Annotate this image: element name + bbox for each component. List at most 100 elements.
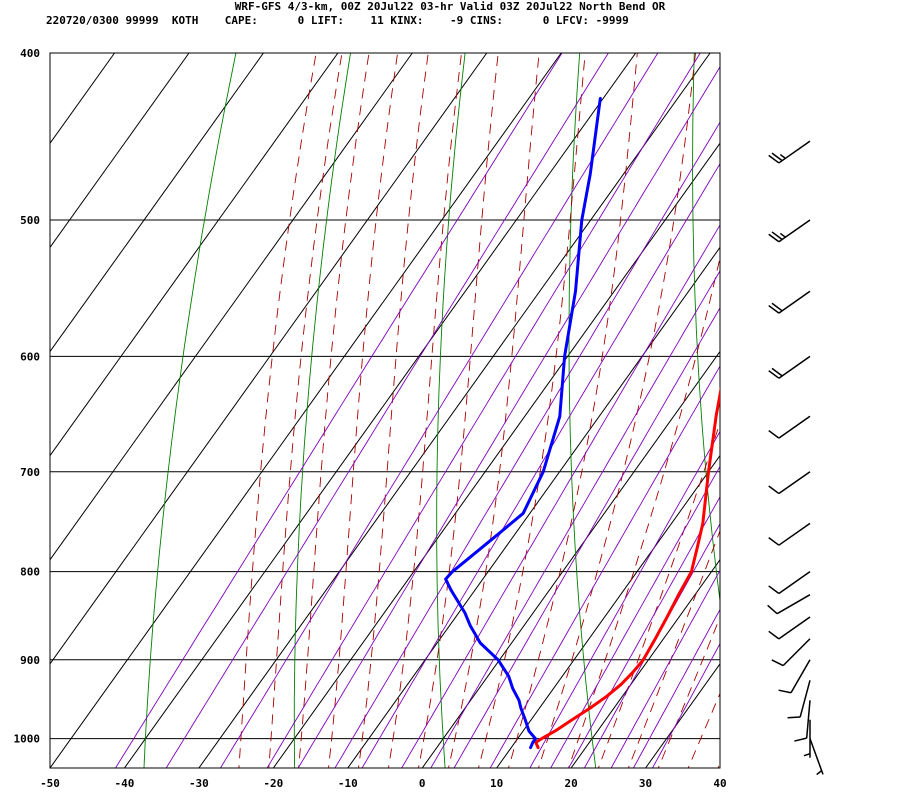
moist-adiabat-12	[508, 53, 638, 768]
wind-barb-flag	[778, 689, 792, 694]
y-tick-label: 700	[20, 466, 40, 479]
wind-barb	[771, 638, 811, 667]
x-tick-label: 40	[713, 777, 726, 790]
mixing-ratio-4	[430, 270, 720, 768]
wind-barb-flag	[767, 604, 778, 615]
x-tick-label: 10	[490, 777, 503, 790]
wind-barb-flag	[768, 585, 780, 595]
wind-barb-staff	[799, 680, 811, 718]
moist-adiabat-4	[448, 53, 540, 768]
wind-barb	[767, 594, 811, 615]
dry-adiabat-60	[809, 53, 897, 768]
mixing-ratio-0_2	[165, 53, 609, 768]
mixing-ratio-2	[361, 162, 720, 768]
wind-barb-flag	[768, 429, 780, 439]
mixing-ratio-0_4	[220, 53, 659, 768]
dry-adiabat--20	[293, 53, 351, 768]
moist-adiabat-28	[627, 529, 720, 768]
isotherm-gridlines	[50, 53, 720, 768]
wind-barb-flag	[771, 231, 783, 241]
wind-barb-staff	[778, 415, 811, 439]
wind-barb-flag	[768, 233, 780, 243]
wind-barb	[768, 616, 811, 640]
isotherm--10	[347, 246, 720, 768]
wind-barb	[768, 415, 811, 439]
y-tick-label: 900	[20, 654, 40, 667]
wind-barb-flag	[768, 304, 780, 314]
wind-barb-staff	[805, 700, 811, 739]
mixing-ratio-24	[633, 608, 720, 768]
wind-barb	[794, 700, 811, 742]
wind-barb-flag	[787, 716, 801, 719]
wind-barb-staff	[778, 355, 811, 379]
chart-title: WRF-GFS 4/3-km, 00Z 20Jul22 03-hr Valid …	[234, 0, 666, 13]
x-tick-label: 0	[419, 777, 426, 790]
wind-barb-staff	[782, 638, 811, 667]
mixing-ratio-28	[652, 642, 720, 768]
dry-adiabats	[143, 53, 897, 768]
isotherm--100	[50, 53, 190, 249]
wind-barb-flag	[771, 152, 783, 162]
moist-adiabat-20	[568, 255, 720, 768]
isotherm-10	[496, 454, 720, 768]
mixing-ratio-0_7	[266, 53, 701, 768]
isotherm--110	[50, 53, 115, 145]
y-tick-label: 400	[20, 47, 40, 60]
wind-barb-flag	[768, 537, 780, 546]
moist-adiabat--4	[388, 53, 462, 768]
mixing-ratio-14	[568, 496, 720, 768]
y-tick-labels: 400 500 600 700 800 900 1000	[14, 47, 41, 746]
isotherm--60	[50, 53, 488, 665]
wind-barb-staff	[778, 290, 811, 314]
isotherm--30	[198, 53, 711, 768]
x-tick-label: -30	[189, 777, 209, 790]
isotherm--70	[50, 53, 413, 561]
wind-barb-flag	[794, 737, 807, 742]
moist-adiabat-32	[657, 616, 720, 768]
wind-barb-flag	[768, 154, 780, 164]
y-tick-label: 500	[20, 214, 40, 227]
moist-adiabat--24	[238, 53, 317, 768]
mixing-ratio-1_5	[334, 121, 720, 768]
plot-frame	[49, 52, 721, 769]
x-tick-label: 30	[639, 777, 652, 790]
mixing-ratio-16	[584, 523, 720, 768]
wind-barb-flag	[768, 370, 780, 379]
wind-barb	[768, 290, 811, 314]
wind-barb-staff	[809, 738, 824, 775]
mixing-ratio-7	[489, 365, 720, 768]
moist-adiabat--12	[328, 53, 399, 768]
wind-barb	[768, 571, 811, 595]
wind-barb-half-flag	[779, 232, 786, 238]
wind-barb-staff	[790, 659, 811, 694]
moist-adiabat--16	[298, 53, 370, 768]
moist-adiabats	[238, 53, 720, 768]
wind-barb	[768, 522, 811, 546]
isotherm--50	[50, 53, 562, 768]
x-tick-label: -20	[263, 777, 283, 790]
moist-adiabat-0	[418, 53, 499, 768]
dry-adiabat-20	[568, 53, 597, 768]
wind-barb	[768, 219, 811, 243]
wind-barb	[809, 738, 824, 776]
wind-barb-staff	[778, 471, 811, 495]
moist-adiabat-40	[717, 762, 720, 768]
mixing-ratio-1	[297, 66, 720, 768]
y-tick-label: 600	[20, 350, 40, 363]
y-tick-label: 1000	[14, 733, 41, 746]
dry-adiabat-0	[436, 53, 466, 768]
moist-adiabat-24	[597, 421, 720, 768]
y-tick-label: 800	[20, 566, 40, 579]
station-stats-line: 220720/0300 99999 KOTH CAPE: 0 LIFT: 11 …	[46, 14, 629, 27]
isotherm-20	[570, 558, 720, 768]
wind-barb-half-flag	[816, 770, 823, 776]
dewpoint-trace	[444, 96, 602, 750]
mixing-ratio-20	[610, 569, 720, 768]
x-tick-label: -10	[338, 777, 358, 790]
wind-barb-half-flag	[803, 752, 811, 757]
isotherm--90	[50, 53, 264, 353]
wind-barb-flag	[771, 659, 784, 667]
isotherm--80	[50, 53, 339, 457]
wind-barb-flag	[771, 367, 783, 377]
